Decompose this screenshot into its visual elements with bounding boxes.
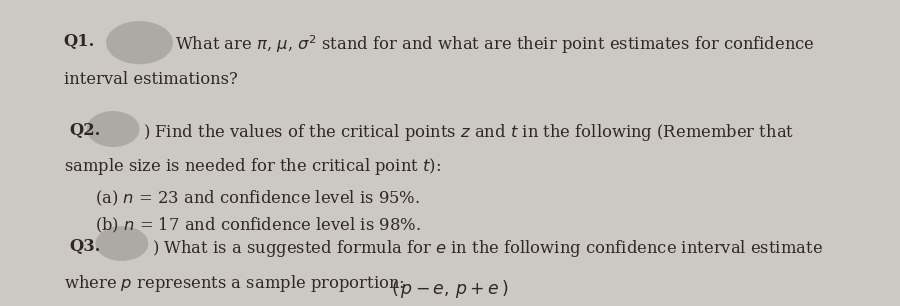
- Ellipse shape: [95, 226, 148, 261]
- Text: interval estimations?: interval estimations?: [64, 70, 238, 88]
- Text: What are $\pi$, $\mu$, $\sigma^2$ stand for and what are their point estimates f: What are $\pi$, $\mu$, $\sigma^2$ stand …: [175, 33, 815, 56]
- Text: Q2.: Q2.: [69, 121, 101, 139]
- Text: sample size is needed for the critical point $t$):: sample size is needed for the critical p…: [64, 156, 441, 177]
- Text: ) Find the values of the critical points $z$ and $t$ in the following (Remember : ) Find the values of the critical points…: [143, 121, 795, 143]
- Text: where $p$ represents a sample proportion:: where $p$ represents a sample proportion…: [64, 273, 404, 294]
- Text: (a) $n$ = 23 and confidence level is 95%.: (a) $n$ = 23 and confidence level is 95%…: [95, 188, 420, 208]
- Text: Q3.: Q3.: [69, 237, 101, 255]
- Ellipse shape: [86, 111, 140, 147]
- Text: (b) $n$ = 17 and confidence level is 98%.: (b) $n$ = 17 and confidence level is 98%…: [95, 215, 421, 235]
- Text: ) What is a suggested formula for $e$ in the following confidence interval estim: ) What is a suggested formula for $e$ in…: [152, 237, 823, 259]
- Text: $(\,p-e,\,p+e\,)$: $(\,p-e,\,p+e\,)$: [392, 278, 508, 300]
- Text: Q1.: Q1.: [64, 33, 95, 50]
- Ellipse shape: [106, 21, 173, 64]
